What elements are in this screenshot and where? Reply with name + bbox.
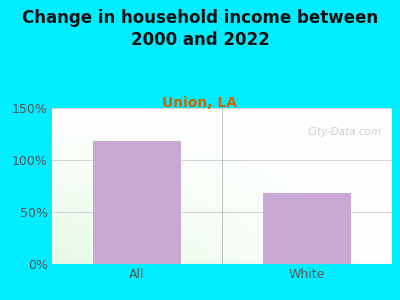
- Text: Union, LA: Union, LA: [162, 96, 238, 110]
- Text: City-Data.com: City-Data.com: [308, 127, 382, 137]
- Bar: [263, 193, 351, 264]
- Bar: [93, 141, 181, 264]
- Text: Change in household income between
2000 and 2022: Change in household income between 2000 …: [22, 9, 378, 49]
